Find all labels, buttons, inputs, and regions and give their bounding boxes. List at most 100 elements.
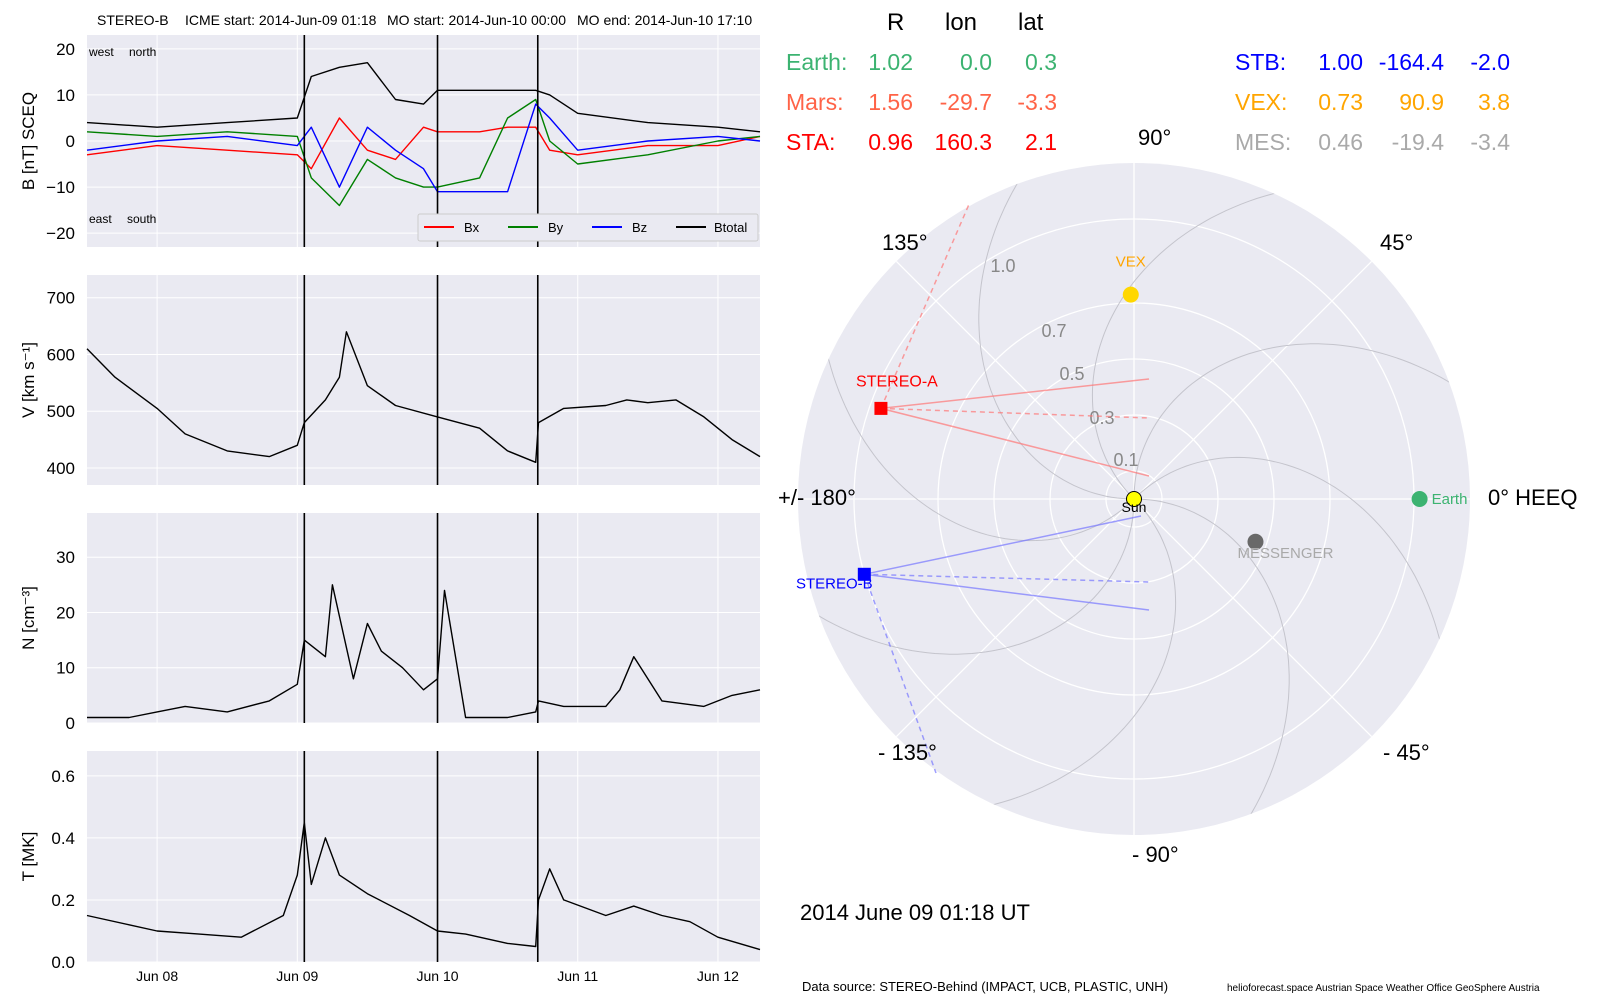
- panel-3: 30 20 10 0 N [cm⁻³]: [19, 513, 761, 733]
- series-line-bx: [86, 117, 761, 170]
- spacecraft-label: STEREO-B: [97, 12, 169, 28]
- radial-tick-label: 0.1: [1113, 450, 1138, 470]
- series-line-btotal: [86, 62, 761, 133]
- y-axis-label: V [km s⁻¹]: [19, 342, 38, 418]
- spiral-line: [1133, 456, 1445, 657]
- y-tick-label: 0.6: [51, 767, 75, 786]
- earth-marker: [1411, 491, 1428, 507]
- stb-field-line: [864, 573, 1150, 583]
- b-legend: Bx By Bz Btotal: [417, 213, 759, 242]
- table-row-name: Earth:: [786, 49, 847, 75]
- data-source-label: Data source: STEREO-Behind (IMPACT, UCB,…: [802, 979, 1168, 994]
- angle-label-minus135: - 135°: [878, 740, 937, 765]
- icme-start-label: ICME start: 2014-Jun-09 01:18: [185, 12, 377, 28]
- table-cell-lon: -164.4: [1379, 49, 1444, 75]
- table-row: STB: 1.00 -164.4 -2.0: [1235, 49, 1510, 75]
- table-cell-lon: 0.0: [960, 49, 992, 75]
- legend-label-by: By: [548, 220, 564, 235]
- table-cell-lat: 2.1: [1025, 129, 1057, 155]
- credits-label: helioforecast.space Austrian Space Weath…: [1227, 983, 1540, 994]
- y-tick-label: 20: [56, 40, 75, 59]
- table-cell-lat: -3.3: [1017, 89, 1057, 115]
- y-tick-label: 20: [56, 603, 75, 622]
- radial-tick-label: 0.7: [1041, 321, 1066, 341]
- table-header-r: R: [887, 9, 904, 36]
- sta-spiral-dashed: [880, 201, 971, 409]
- sta-field-line: [880, 407, 1150, 477]
- table-row: STA: 0.96 160.3 2.1: [786, 129, 1057, 155]
- spiral-line: [978, 168, 1135, 500]
- y-tick-label: 10: [56, 86, 75, 105]
- table-header-lon: lon: [945, 9, 977, 36]
- angle-label-90: 90°: [1138, 125, 1171, 150]
- radial-tick-label: 0.5: [1059, 364, 1084, 384]
- series-line: [86, 821, 761, 951]
- angle-label-0: 0° HEEQ: [1488, 485, 1578, 510]
- stereo-b-label: STEREO-B: [796, 575, 873, 592]
- table-header-lat: lat: [1018, 9, 1044, 36]
- spiral-line: [803, 498, 1135, 655]
- stb-field-line: [864, 573, 1150, 611]
- table-row-name: Mars:: [786, 89, 844, 115]
- spiral-line: [1133, 498, 1290, 830]
- table-cell-lon: 90.9: [1399, 89, 1444, 115]
- spacecraft-field-lines: [863, 201, 1150, 774]
- timeseries-panels: 20 10 0 −10 −20 B [nT] SCEQ 700 600 500 400 V [km …: [19, 35, 761, 984]
- sta-field-line: [880, 378, 1150, 410]
- stb-field-line: [864, 515, 1142, 576]
- y-tick-label: 0: [66, 132, 75, 151]
- body-markers: Sun Earth VEX MESSENGER STEREO-A STEREO-B: [796, 254, 1467, 593]
- legend-box: [417, 213, 759, 242]
- table-row: Earth: 1.02 0.0 0.3: [786, 49, 1057, 75]
- table-row: Mars: 1.56 -29.7 -3.3: [786, 89, 1057, 115]
- table-row-name: MES:: [1235, 129, 1291, 155]
- mo-end-label: MO end: 2014-Jun-10 17:10: [577, 12, 752, 28]
- panel-background: [87, 751, 760, 962]
- spiral-line: [976, 498, 1177, 810]
- y-tick-label: 0.4: [51, 829, 75, 848]
- corner-label-south: south: [127, 212, 156, 226]
- corner-label-west: west: [88, 45, 114, 59]
- y-tick-label: 500: [47, 402, 75, 421]
- table-cell-lat: 3.8: [1478, 89, 1510, 115]
- spiral-line: [1133, 343, 1465, 500]
- stereo-a-label: STEREO-A: [856, 373, 938, 390]
- table-cell-lon: 160.3: [934, 129, 992, 155]
- x-tick-label: Jun 11: [557, 968, 598, 984]
- stereo-b-marker: [857, 567, 871, 581]
- table-cell-lon: -19.4: [1392, 129, 1445, 155]
- datetime-label: 2014 June 09 01:18 UT: [800, 900, 1030, 925]
- angle-label-45: 45°: [1380, 230, 1413, 255]
- y-tick-label: 10: [56, 659, 75, 678]
- table-cell-r: 0.73: [1318, 89, 1363, 115]
- table-row: MES: 0.46 -19.4 -3.4: [1235, 129, 1510, 155]
- table-row-name: VEX:: [1235, 89, 1287, 115]
- legend-label-bz: Bz: [632, 220, 647, 235]
- table-cell-r: 1.02: [868, 49, 913, 75]
- y-tick-label: 0.0: [51, 953, 75, 972]
- angle-label-minus45: - 45°: [1383, 740, 1430, 765]
- parker-spirals: [803, 168, 1465, 830]
- panel-4: 0.6 0.4 0.2 0.0 T [MK]: [19, 751, 761, 972]
- table-row-name: STA:: [786, 129, 835, 155]
- angle-label-minus90: - 90°: [1132, 842, 1179, 867]
- spiral-line: [1091, 188, 1292, 500]
- panel-1: 20 10 0 −10 −20 B [nT] SCEQ: [19, 35, 761, 247]
- y-tick-label: 400: [47, 459, 75, 478]
- angle-label-135: 135°: [882, 230, 928, 255]
- table-cell-lon: -29.7: [940, 89, 992, 115]
- table-cell-r: 0.96: [868, 129, 913, 155]
- table-row-name: STB:: [1235, 49, 1286, 75]
- y-tick-label: −20: [46, 224, 75, 243]
- spiral-line: [823, 341, 1135, 542]
- polar-plot: 1.0 0.7 0.5 0.3 0.1 Sun Earth VEX MESSENGER STERE…: [796, 163, 1470, 835]
- x-tick-label: Jun 12: [697, 968, 739, 984]
- y-tick-label: 0.2: [51, 891, 75, 910]
- corner-label-east: east: [89, 212, 112, 226]
- y-axis-label: N [cm⁻³]: [19, 586, 38, 650]
- legend-label-btotal: Btotal: [714, 220, 747, 235]
- table-cell-lat: -2.0: [1470, 49, 1510, 75]
- radial-tick-label: 1.0: [990, 256, 1015, 276]
- x-tick-label: Jun 09: [276, 968, 318, 984]
